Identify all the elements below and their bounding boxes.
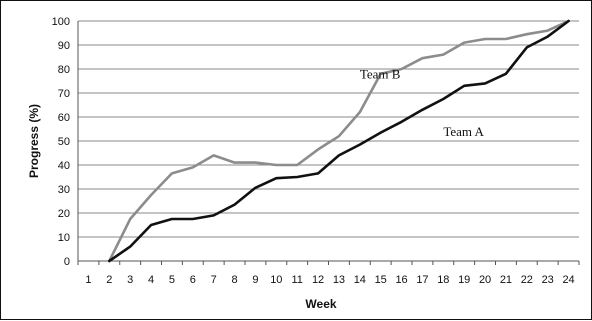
annotations: Team B Team A <box>360 67 485 140</box>
y-axis-title: Progress (%) <box>27 104 41 178</box>
x-tick-label: 4 <box>148 274 154 286</box>
x-tick-label: 24 <box>562 274 574 286</box>
x-tick-label: 6 <box>190 274 196 286</box>
y-tick-label: 40 <box>58 160 70 172</box>
y-tick-label: 10 <box>58 232 70 244</box>
x-tick-label: 22 <box>521 274 533 286</box>
y-tick-label: 80 <box>58 64 70 76</box>
y-tick-label: 60 <box>58 112 70 124</box>
x-tick-label: 15 <box>375 274 387 286</box>
x-tick-label: 21 <box>500 274 512 286</box>
x-tick-label: 20 <box>479 274 491 286</box>
series-line-team-b <box>108 19 570 263</box>
y-tick-label: 0 <box>64 256 70 268</box>
x-tick-label: 1 <box>85 274 91 286</box>
series-annotation: Team A <box>443 124 484 139</box>
x-tick-label: 8 <box>232 274 238 286</box>
y-tick-label: 70 <box>58 88 70 100</box>
y-tick-label: 20 <box>58 208 70 220</box>
x-axis-title: Week <box>305 297 336 311</box>
x-tick-label: 16 <box>395 274 407 286</box>
x-tick-label: 14 <box>354 274 366 286</box>
series-lines <box>108 19 570 263</box>
axes <box>77 21 580 265</box>
x-tick-labels: 1 2 3 4 5 6 7 8 9 10 11 12 13 14 15 16 17 18 19 20 21 22 23 24 <box>85 274 574 286</box>
y-tick-label: 100 <box>52 16 70 28</box>
y-tick-label: 50 <box>58 136 70 148</box>
x-tick-label: 10 <box>270 274 282 286</box>
x-tick-label: 23 <box>542 274 554 286</box>
x-tick-label: 3 <box>127 274 133 286</box>
y-tick-labels: 0 10 20 30 40 50 60 70 80 90 100 <box>52 16 70 268</box>
series-annotation: Team B <box>360 67 401 82</box>
y-tick-label: 30 <box>58 184 70 196</box>
x-tick-label: 12 <box>312 274 324 286</box>
x-tick-label: 5 <box>169 274 175 286</box>
x-tick-label: 13 <box>333 274 345 286</box>
x-tick-label: 18 <box>437 274 449 286</box>
x-tick-label: 17 <box>416 274 428 286</box>
x-tick-label: 7 <box>211 274 217 286</box>
x-tick-label: 9 <box>252 274 258 286</box>
y-tick-label: 90 <box>58 40 70 52</box>
gridlines <box>78 20 579 238</box>
series-line-team-a <box>108 19 570 263</box>
x-tick-label: 2 <box>106 274 112 286</box>
x-tick-label: 19 <box>458 274 470 286</box>
x-tick-label: 11 <box>291 274 302 286</box>
